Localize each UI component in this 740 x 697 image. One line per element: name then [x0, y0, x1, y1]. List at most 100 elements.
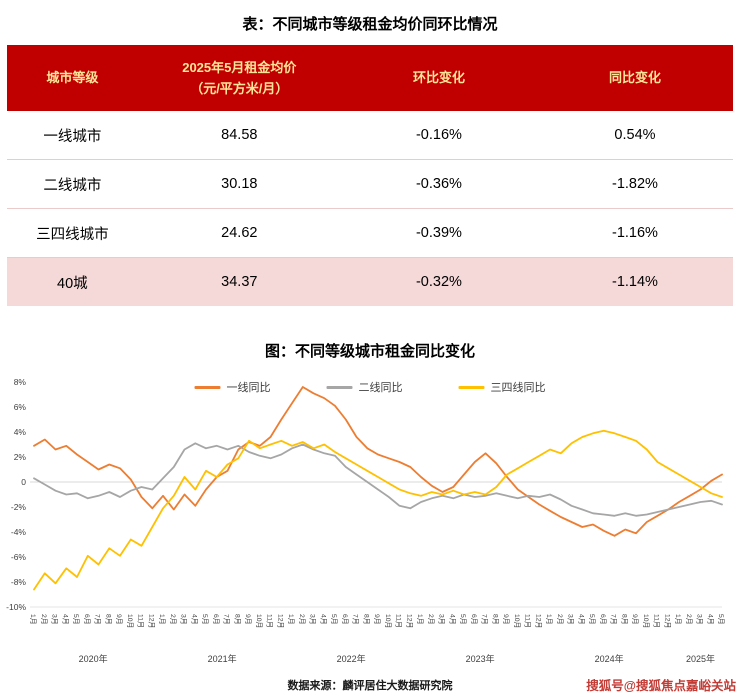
header-yoy-label: 同比变化 — [608, 70, 661, 86]
legend-item-tier34: 三四线同比 — [458, 379, 546, 395]
yoy-line-chart: 一线同比 二线同比 三四线同比 8% 6% 4% 2% 0 -2% -4% -6% -8% -10… — [0, 367, 740, 669]
x-tick-label: 9月 — [244, 614, 252, 625]
x-tick-label: 7月 — [610, 614, 618, 625]
x-tick-label: 2月 — [40, 614, 48, 625]
y-tick-label: -8% — [11, 577, 27, 587]
y-tick-label: 4% — [14, 427, 27, 437]
cell-mom: -0.39% — [340, 208, 537, 259]
x-tick-label: 9月 — [502, 614, 510, 625]
x-tick-label: 3月 — [51, 614, 59, 625]
y-tick-label: -2% — [11, 502, 27, 512]
header-price-line2: （元/平方米/月） — [190, 80, 289, 96]
header-price-line1: 2025年5月租金均价 — [182, 60, 297, 75]
x-tick-label: 5月 — [330, 614, 338, 625]
x-tick-label: 6月 — [83, 614, 91, 625]
x-tick-label: 2月 — [556, 614, 564, 625]
x-tick-label: 9月 — [373, 614, 381, 625]
cell-mom: -0.32% — [415, 274, 462, 291]
cell-yoy: -1.16% — [536, 208, 733, 259]
table-row-tier2: 二线城市 30.18 -0.36% -1.82% — [7, 159, 733, 210]
cell-tier: 40城 — [57, 275, 88, 292]
x-tick-label: 7月 — [94, 614, 102, 625]
x-tick-label: 11月 — [266, 614, 274, 628]
legend-label-tier1: 一线同比 — [226, 382, 271, 395]
x-tick-label: 11月 — [524, 614, 532, 628]
y-tick-label: -10% — [6, 602, 26, 612]
x-tick-label: 11月 — [137, 614, 145, 628]
cell-mom: -0.36% — [340, 159, 537, 210]
x-tick-label: 8月 — [620, 614, 628, 625]
x-tick-label: 12月 — [405, 614, 413, 628]
year-label: 2023年 — [466, 653, 495, 664]
cell-tier: 三四线城市 — [7, 208, 138, 259]
cell-price: 30.18 — [137, 159, 341, 210]
chart-title: 图：不同等级城市租金同比变化 — [264, 343, 475, 361]
x-tick-label: 3月 — [438, 614, 446, 625]
tier34-line-swatch-icon — [458, 385, 485, 389]
x-tick-label: 4月 — [190, 614, 198, 625]
x-tick-label: 3月 — [567, 614, 575, 625]
y-tick-label: -4% — [11, 527, 27, 537]
tier2-line-swatch-icon — [326, 385, 353, 389]
x-tick-label: 10月 — [126, 614, 134, 628]
cell-yoy: -1.14% — [612, 274, 658, 291]
x-tick-label: 6月 — [341, 614, 349, 625]
x-tick-label: 5月 — [717, 614, 725, 625]
header-mom-label: 环比变化 — [412, 70, 465, 86]
table-row-tier1: 一线城市 84.58 -0.16% 0.54% — [7, 111, 733, 161]
series-line-0 — [33, 386, 723, 537]
x-tick-label: 12月 — [663, 614, 671, 628]
header-price: 2025年5月租金均价 （元/平方米/月） — [137, 45, 341, 112]
x-tick-label: 1月 — [674, 614, 682, 625]
x-tick-label: 4月 — [319, 614, 327, 625]
x-tick-label: 8月 — [233, 614, 241, 625]
x-tick-label: 3月 — [696, 614, 704, 625]
x-tick-label: 1月 — [29, 614, 37, 625]
x-tick-label: 11月 — [653, 614, 661, 628]
x-tick-label: 9月 — [631, 614, 639, 625]
table-header-row: 城市等级 2025年5月租金均价 （元/平方米/月） 环比变化 同比变化 — [7, 45, 733, 112]
year-label: 2020年 — [79, 653, 108, 664]
series-line-2 — [33, 429, 723, 591]
cell-price: 34.37 — [221, 274, 258, 291]
x-tick-label: 12月 — [147, 614, 155, 628]
watermark: 搜狐号@搜狐焦点嘉峪关站 — [586, 679, 736, 694]
y-tick-label: 8% — [14, 377, 27, 387]
x-tick-label: 10月 — [384, 614, 392, 628]
header-city-tier: 城市等级 — [7, 45, 138, 112]
cell-yoy: 0.54% — [536, 111, 733, 161]
year-label: 2025年 — [686, 653, 715, 664]
year-label: 2024年 — [595, 653, 624, 664]
x-tick-label: 12月 — [534, 614, 542, 628]
cell-price: 24.62 — [137, 208, 341, 259]
x-tick-label: 1月 — [545, 614, 553, 625]
legend-item-tier1: 一线同比 — [194, 379, 271, 395]
x-tick-label: 5月 — [588, 614, 596, 625]
cell-mom: -0.16% — [340, 111, 537, 161]
year-label: 2021年 — [208, 653, 237, 664]
x-tick-label: 3月 — [180, 614, 188, 625]
x-tick-label: 2月 — [298, 614, 306, 625]
x-tick-label: 7月 — [481, 614, 489, 625]
y-tick-label: 6% — [14, 402, 27, 412]
x-tick-label: 6月 — [599, 614, 607, 625]
cell-yoy: -1.82% — [536, 159, 733, 210]
rent-table: 城市等级 2025年5月租金均价 （元/平方米/月） 环比变化 同比变化 一线城… — [7, 45, 733, 307]
x-tick-label: 3月 — [309, 614, 317, 625]
y-tick-label: 0 — [21, 477, 26, 487]
x-tick-label: 12月 — [276, 614, 284, 628]
x-tick-label: 5月 — [459, 614, 467, 625]
x-tick-label: 4月 — [448, 614, 456, 625]
x-tick-label: 7月 — [223, 614, 231, 625]
x-tick-label: 8月 — [104, 614, 112, 625]
table-row-tier34: 三四线城市 24.62 -0.39% -1.16% — [7, 208, 733, 259]
table-row-40cities: 40城 34.37 -0.32% -1.14% — [7, 257, 733, 307]
tier1-line-swatch-icon — [194, 385, 221, 389]
data-source: 数据来源：麟评居住大数据研究院 — [287, 680, 453, 693]
x-tick-label: 10月 — [642, 614, 650, 628]
x-tick-label: 4月 — [577, 614, 585, 625]
x-tick-label: 10月 — [255, 614, 263, 628]
series-line-1 — [33, 442, 723, 517]
x-tick-label: 4月 — [706, 614, 714, 625]
